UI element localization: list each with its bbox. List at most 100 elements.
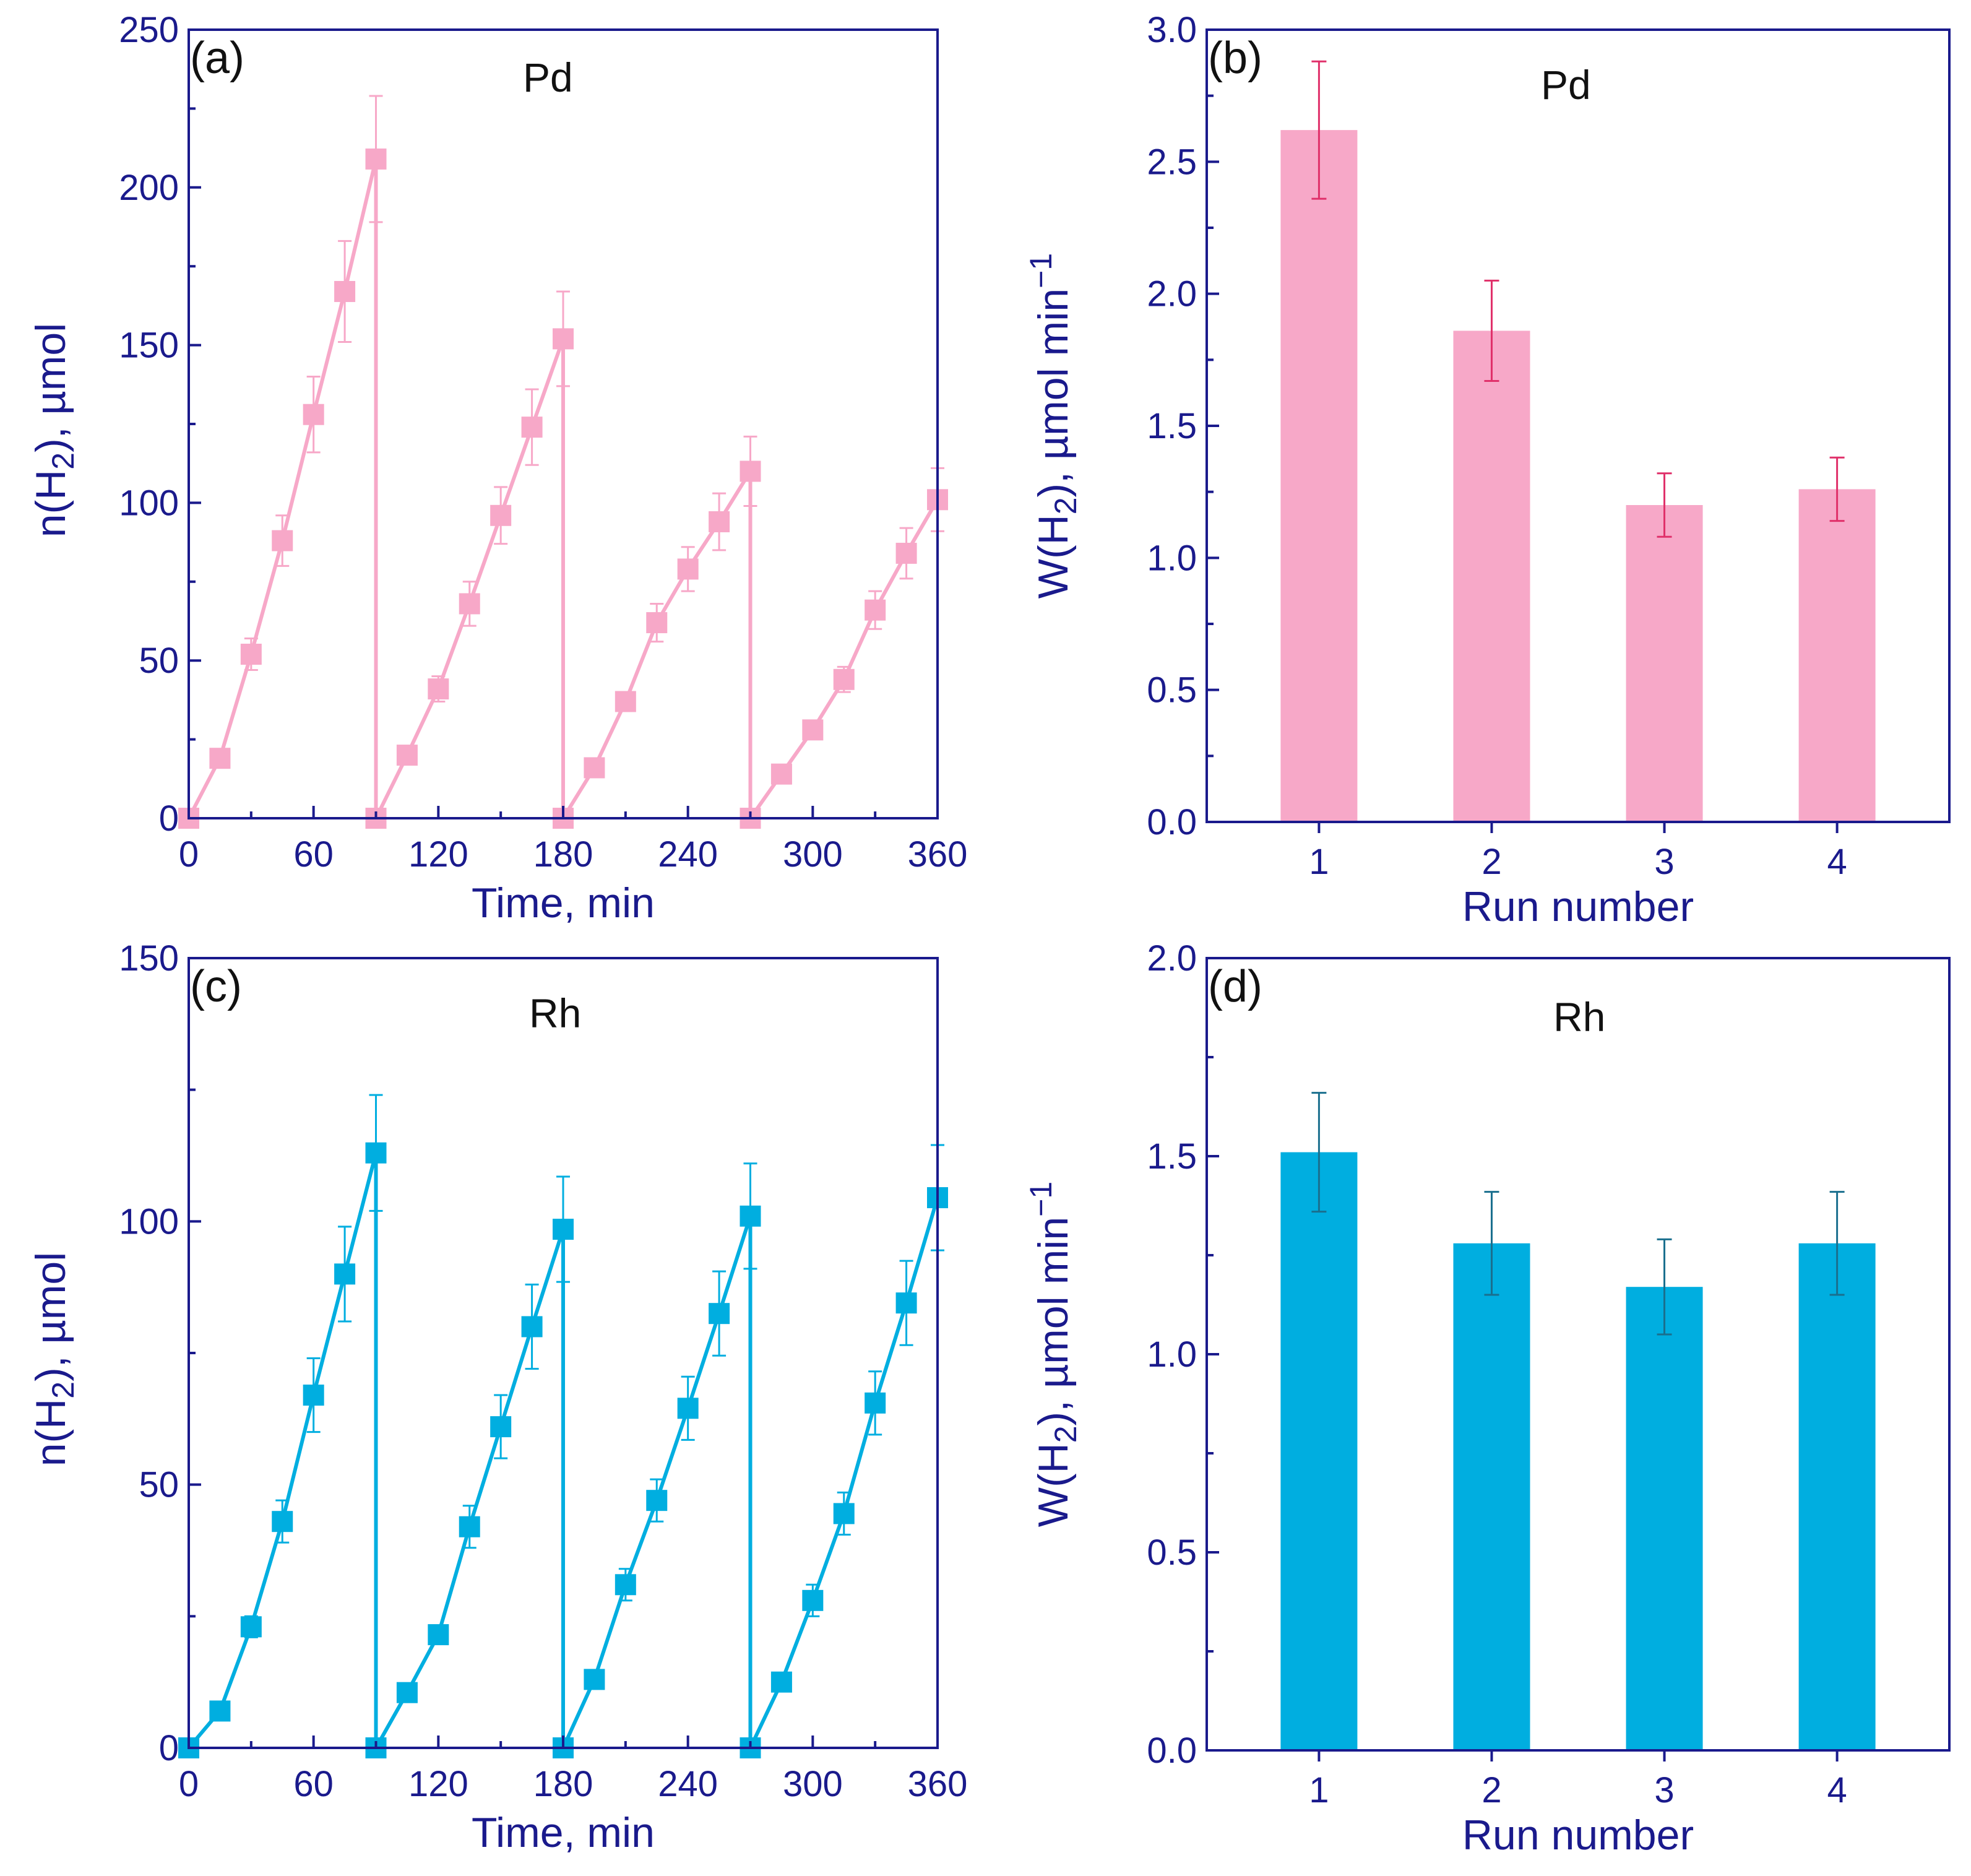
x-tick-label: 3 bbox=[1654, 842, 1674, 882]
panel-a-xlabel: Time, min bbox=[472, 880, 655, 927]
y-tick-label: 100 bbox=[119, 1201, 179, 1242]
x-tick-label: 0 bbox=[179, 834, 199, 875]
x-tick-label: 180 bbox=[533, 1764, 593, 1804]
x-tick-label: 1 bbox=[1309, 1770, 1329, 1810]
y-tick-label: 1.5 bbox=[1147, 1136, 1197, 1177]
bar bbox=[1626, 505, 1703, 822]
panel-c-xlabel: Time, min bbox=[472, 1809, 655, 1856]
data-point bbox=[740, 1205, 761, 1227]
x-tick-label: 4 bbox=[1827, 1770, 1847, 1810]
data-point bbox=[240, 1616, 262, 1638]
data-point bbox=[770, 1671, 792, 1693]
panel-c-label: (c) bbox=[190, 962, 242, 1011]
panel-a-label: (a) bbox=[190, 33, 244, 83]
panel-a: 0 50 100 150 200 250 0 60 120 180 240 300 360 (a) Pd… bbox=[27, 10, 967, 927]
bar bbox=[1626, 1287, 1703, 1750]
data-point bbox=[521, 1316, 543, 1338]
data-point bbox=[770, 763, 792, 785]
y-tick-label: 3.0 bbox=[1147, 10, 1197, 50]
panel-b-metal: Pd bbox=[1541, 62, 1591, 108]
bar bbox=[1798, 489, 1876, 822]
y-tick-label: 0 bbox=[159, 1728, 179, 1768]
data-point bbox=[865, 1392, 886, 1414]
data-point bbox=[740, 460, 761, 482]
data-point bbox=[553, 328, 574, 350]
panel-c-ylabel: n(H2), µmol bbox=[27, 1252, 80, 1467]
panel-b-label: (b) bbox=[1208, 33, 1262, 83]
data-point bbox=[615, 691, 636, 712]
data-point bbox=[615, 1574, 636, 1596]
panel-d-label: (d) bbox=[1208, 962, 1262, 1011]
data-point bbox=[521, 417, 543, 438]
data-point bbox=[303, 404, 324, 425]
data-point bbox=[584, 1669, 605, 1690]
data-point bbox=[428, 678, 449, 700]
data-point bbox=[334, 280, 356, 302]
data-point bbox=[865, 599, 886, 621]
data-point bbox=[272, 530, 293, 551]
panel-b: 0.0 0.5 1.0 1.5 2.0 2.5 3.0 1 2 3 4 (b) Pd Run num… bbox=[1024, 10, 1951, 930]
y-tick-label: 0.0 bbox=[1147, 1731, 1197, 1771]
y-tick-label: 2.5 bbox=[1147, 142, 1197, 182]
x-tick-label: 180 bbox=[533, 834, 593, 875]
x-tick-label: 1 bbox=[1309, 842, 1329, 882]
panel-d-ylabel: W(H2), µmol min−1 bbox=[1024, 1182, 1083, 1527]
x-tick-label: 60 bbox=[293, 1764, 334, 1804]
panel-b-ylabel: W(H2), µmol min−1 bbox=[1024, 253, 1083, 599]
y-tick-label: 0.5 bbox=[1147, 1532, 1197, 1573]
bar bbox=[1798, 1243, 1876, 1750]
x-tick-label: 120 bbox=[408, 834, 468, 875]
y-tick-label: 150 bbox=[119, 326, 179, 366]
data-point bbox=[396, 1682, 418, 1703]
y-tick-label: 2.0 bbox=[1147, 938, 1197, 979]
data-point bbox=[365, 148, 387, 170]
bar bbox=[1280, 130, 1358, 823]
data-point bbox=[459, 1516, 480, 1537]
data-point bbox=[833, 668, 855, 690]
bar bbox=[1280, 1152, 1358, 1750]
data-point bbox=[396, 745, 418, 766]
y-tick-label: 0 bbox=[159, 798, 179, 839]
x-tick-label: 300 bbox=[783, 834, 843, 875]
y-tick-label: 0.0 bbox=[1147, 802, 1197, 842]
y-tick-label: 50 bbox=[139, 641, 179, 681]
y-tick-label: 50 bbox=[139, 1465, 179, 1505]
y-tick-label: 1.0 bbox=[1147, 538, 1197, 578]
data-point bbox=[428, 1624, 449, 1646]
panel-a-ylabel: n(H2), µmol bbox=[27, 323, 80, 538]
data-point bbox=[490, 504, 512, 526]
y-tick-label: 150 bbox=[119, 938, 179, 979]
data-point bbox=[334, 1263, 356, 1285]
data-point bbox=[895, 1292, 917, 1314]
bar bbox=[1453, 1243, 1530, 1750]
data-point bbox=[365, 1142, 387, 1164]
x-tick-label: 120 bbox=[408, 1764, 468, 1804]
y-tick-label: 200 bbox=[119, 168, 179, 208]
y-tick-label: 1.0 bbox=[1147, 1334, 1197, 1375]
panel-d-xlabel: Run number bbox=[1462, 1812, 1694, 1859]
data-point bbox=[802, 719, 824, 741]
x-tick-label: 3 bbox=[1654, 1770, 1674, 1810]
y-tick-label: 2.0 bbox=[1147, 274, 1197, 314]
x-tick-label: 4 bbox=[1827, 842, 1847, 882]
data-point bbox=[646, 612, 668, 634]
data-point bbox=[677, 1398, 699, 1419]
data-point bbox=[240, 644, 262, 665]
x-tick-label: 240 bbox=[658, 834, 718, 875]
y-tick-label: 250 bbox=[119, 10, 179, 50]
data-point bbox=[802, 1589, 824, 1611]
bar bbox=[1453, 331, 1530, 822]
series-line bbox=[187, 158, 939, 825]
data-point bbox=[677, 558, 699, 580]
panel-c-metal: Rh bbox=[529, 990, 581, 1036]
y-tick-label: 0.5 bbox=[1147, 670, 1197, 711]
panel-d: 0.0 0.5 1.0 1.5 2.0 1 2 3 4 (d) Rh Run number W(… bbox=[1024, 938, 1951, 1859]
data-point bbox=[646, 1490, 668, 1511]
data-point bbox=[553, 1219, 574, 1240]
data-point bbox=[209, 748, 231, 769]
panel-a-metal: Pd bbox=[523, 54, 573, 100]
y-tick-label: 1.5 bbox=[1147, 406, 1197, 446]
x-tick-label: 300 bbox=[783, 1764, 843, 1804]
y-tick-label: 100 bbox=[119, 483, 179, 523]
data-point bbox=[709, 511, 730, 532]
